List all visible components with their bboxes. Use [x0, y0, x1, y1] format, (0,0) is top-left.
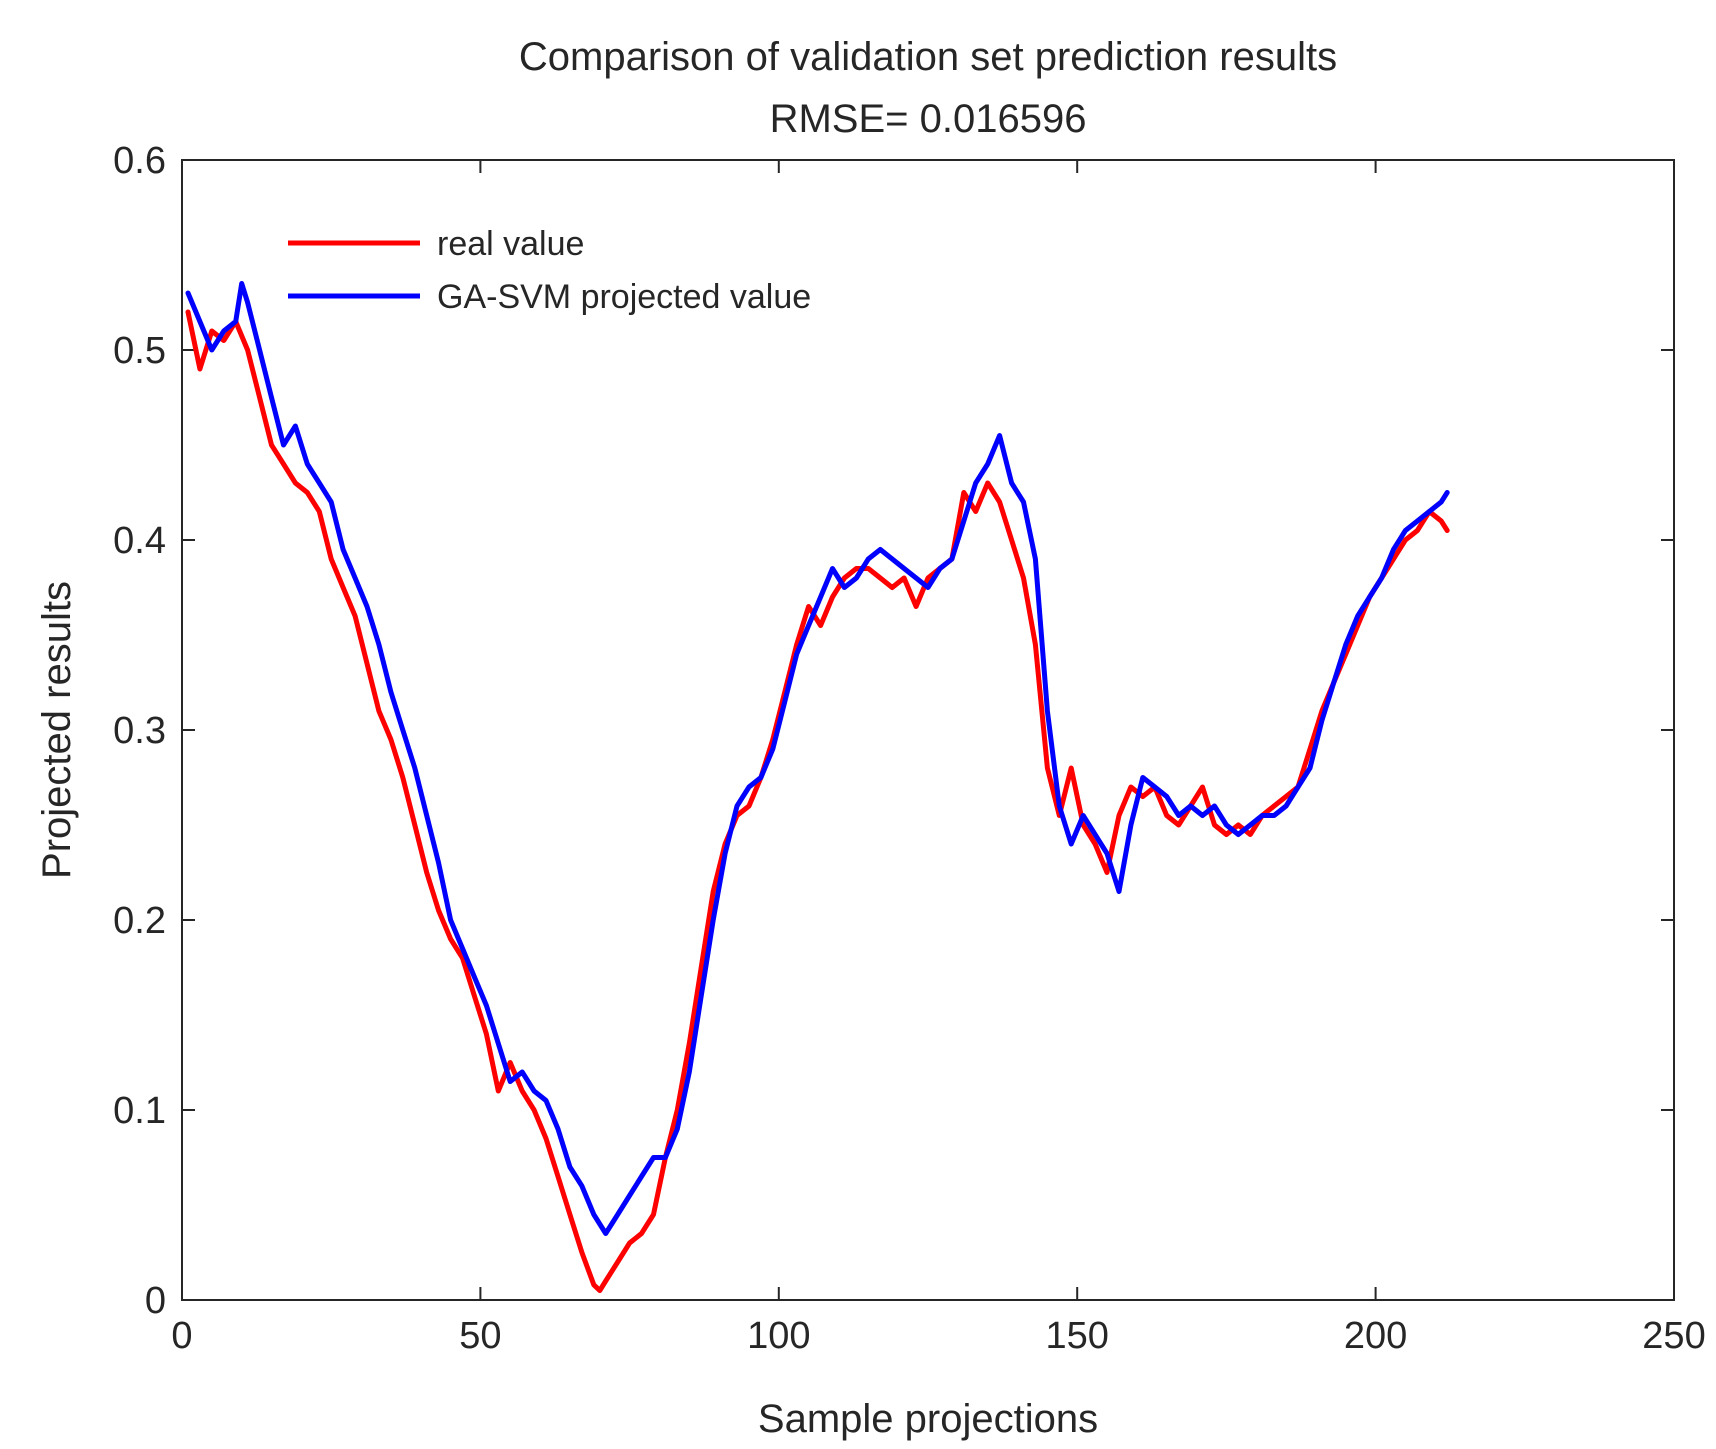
x-tick-label: 250 — [1642, 1315, 1705, 1357]
y-tick-label: 0.5 — [113, 330, 166, 372]
chart-title: Comparison of validation set prediction … — [519, 35, 1337, 79]
y-tick-label: 0.1 — [113, 1090, 166, 1132]
plot-area — [181, 159, 1675, 1301]
x-tick-label: 200 — [1344, 1315, 1407, 1357]
y-axis-label: Projected results — [35, 581, 79, 879]
series-lines — [185, 281, 1450, 1293]
x-tick-label: 150 — [1045, 1315, 1108, 1357]
x-axis-label: Sample projections — [758, 1397, 1098, 1441]
legend-label-gasvm: GA-SVM projected value — [437, 278, 811, 316]
x-tick-label: 0 — [171, 1315, 192, 1357]
x-tick-label: 100 — [747, 1315, 810, 1357]
x-tick-label: 50 — [459, 1315, 501, 1357]
y-tick-label: 0 — [145, 1280, 166, 1322]
chart-subtitle: RMSE= 0.016596 — [770, 97, 1087, 141]
y-tick-label: 0.6 — [113, 140, 166, 182]
legend: real value GA-SVM projected value — [288, 225, 811, 316]
y-tick-label: 0.3 — [113, 710, 166, 752]
axis-ticks: 0 50 100 150 200 250 0 0.1 0.2 0.3 0.4 0.5 0.6 — [113, 140, 1706, 1357]
y-tick-label: 0.2 — [113, 900, 166, 942]
series-line-ga-svm — [185, 281, 1450, 1236]
legend-label-real: real value — [437, 225, 584, 263]
y-tick-label: 0.4 — [113, 520, 166, 562]
